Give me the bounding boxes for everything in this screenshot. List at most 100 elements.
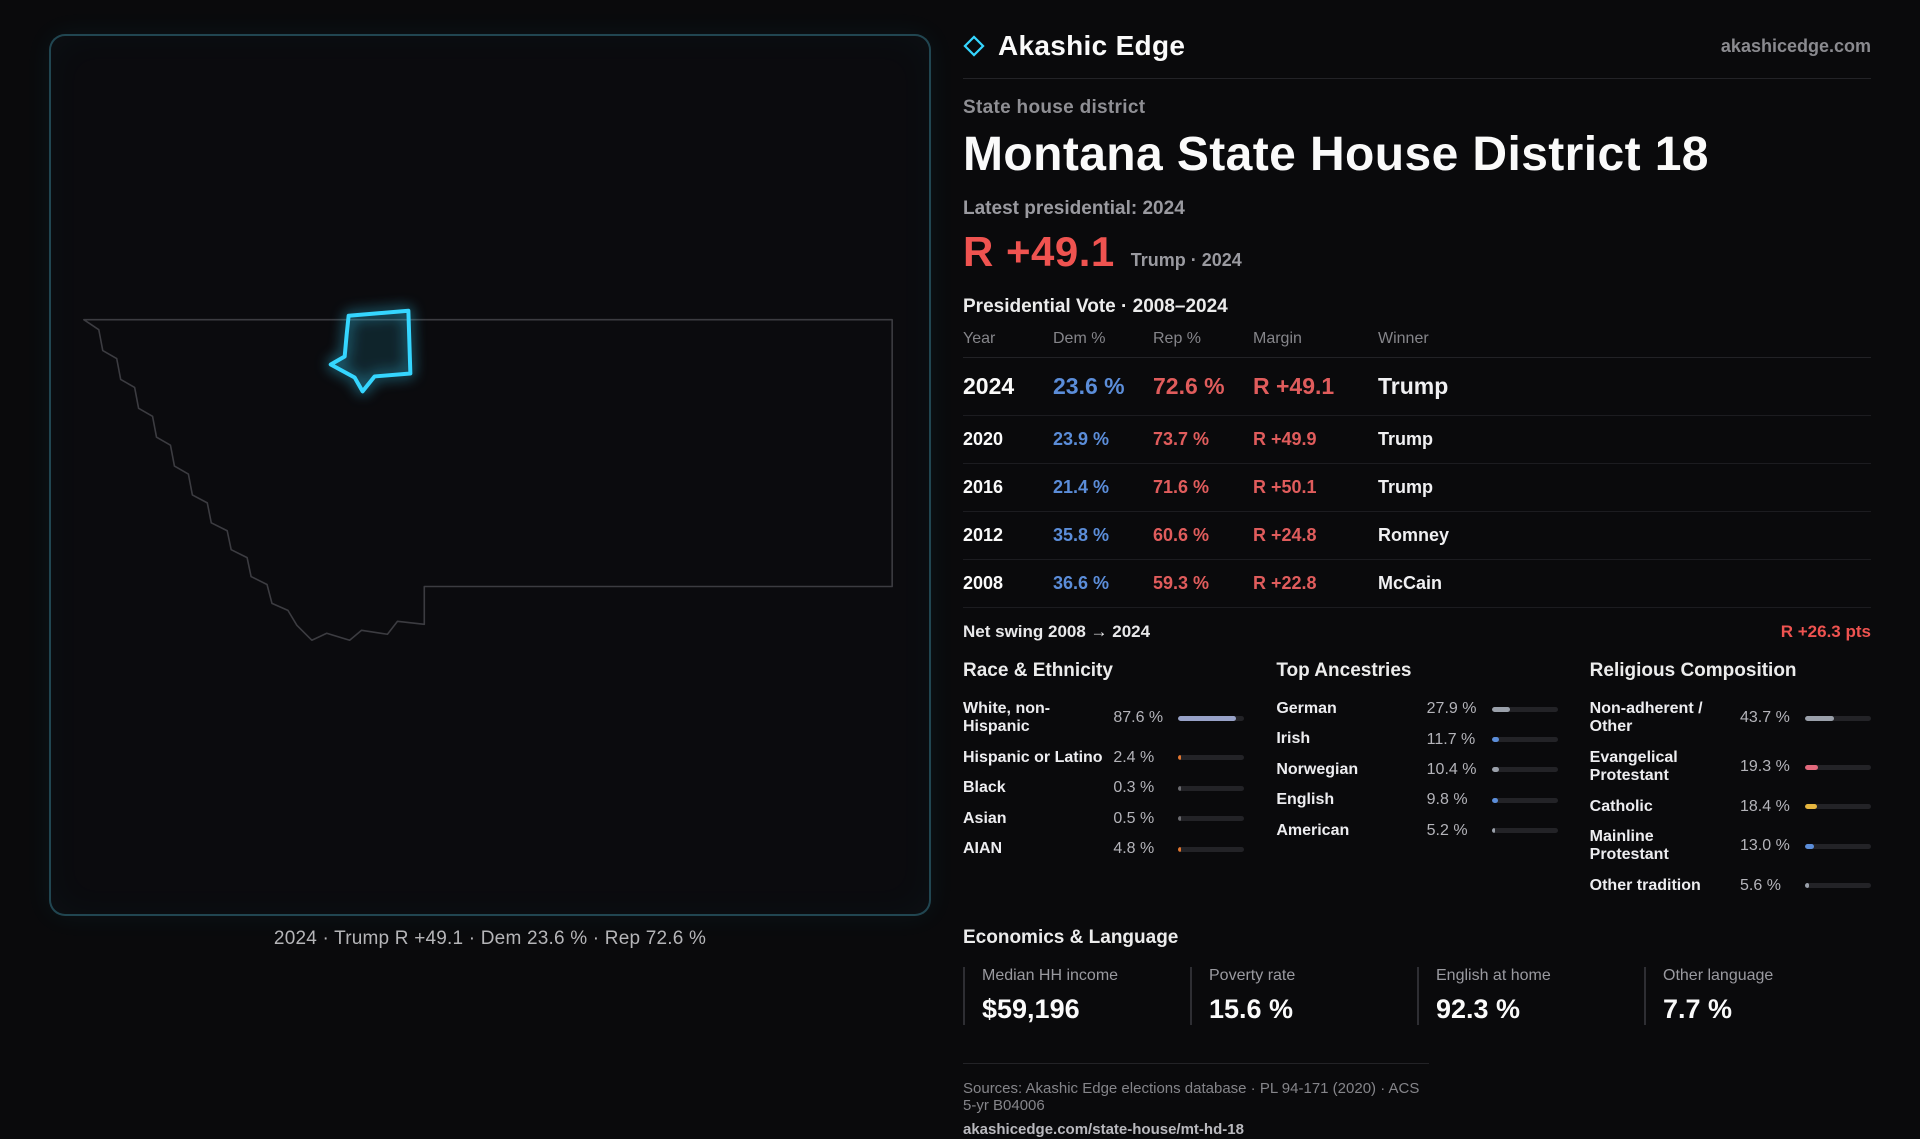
stat-bar — [1491, 828, 1558, 834]
diamond-logo-icon — [963, 35, 985, 57]
year-cell: 2012 — [963, 525, 1004, 545]
demo-label: English — [1276, 791, 1335, 809]
dem-cell: 35.8 % — [1053, 525, 1110, 545]
demo-row: Irish 11.7 % — [1276, 724, 1558, 754]
col-header-rep: Rep % — [1153, 330, 1202, 347]
demo-row: American 5.2 % — [1276, 816, 1558, 846]
winner-cell: Trump — [1378, 373, 1449, 399]
stat-bar — [1491, 797, 1558, 803]
page-title: Montana State House District 18 — [963, 128, 1709, 181]
col-header-margin: Margin — [1253, 330, 1302, 347]
headline-margin-context: Trump · 2024 — [1130, 250, 1242, 270]
demo-value: 27.9 % — [1426, 700, 1477, 718]
demo-label: Non-adherent / Other — [1589, 700, 1703, 736]
stat-bar-fill — [1178, 846, 1182, 852]
demo-row: Black 0.3 % — [963, 773, 1245, 803]
stat-bar — [1178, 755, 1245, 761]
stat-bar — [1491, 737, 1558, 743]
dem-cell: 23.9 % — [1053, 429, 1110, 449]
ancestries-column: Top Ancestries German 27.9 % Irish 11.7 … — [1276, 660, 1558, 901]
rep-cell: 72.6 % — [1153, 373, 1225, 399]
stat-bar — [1805, 764, 1871, 770]
dem-cell: 36.6 % — [1053, 573, 1110, 593]
footer-permalink[interactable]: akashicedge.com/state-house/mt-hd-18 — [963, 1121, 1244, 1139]
year-cell: 2020 — [963, 429, 1004, 449]
winner-cell: Romney — [1378, 525, 1450, 545]
brand-site-link[interactable]: akashicedge.com — [1720, 35, 1871, 56]
stat-poverty-rate: Poverty rate 15.6 % — [1190, 967, 1417, 1026]
demo-row: Catholic 18.4 % — [1590, 792, 1871, 822]
winner-cell: Trump — [1378, 477, 1434, 497]
religion-column: Religious Composition Non-adherent / Oth… — [1590, 660, 1871, 901]
stat-bar-fill — [1491, 737, 1500, 743]
margin-cell: R +22.8 — [1253, 573, 1317, 593]
demo-row: Mainline Protestant 13.0 % — [1590, 822, 1871, 871]
religion-title: Religious Composition — [1589, 660, 1797, 681]
stat-bar-fill — [1178, 785, 1182, 791]
demo-label: Hispanic or Latino — [963, 748, 1103, 766]
rep-cell: 73.7 % — [1153, 429, 1210, 449]
economics-stats: Median HH income $59,196 Poverty rate 15… — [963, 967, 1871, 1026]
race-ethnicity-title: Race & Ethnicity — [963, 660, 1113, 681]
stat-label: Other language — [1663, 967, 1774, 985]
demo-label: Irish — [1276, 730, 1311, 748]
vote-table-title: Presidential Vote · 2008–2024 — [963, 296, 1228, 317]
col-header-year: Year — [963, 330, 996, 347]
stat-bar-fill — [1491, 797, 1499, 803]
stat-bar — [1491, 767, 1558, 773]
demo-row: White, non-Hispanic 87.6 % — [963, 694, 1245, 743]
net-swing-row: Net swing 2008 → 2024 R +26.3 pts — [963, 608, 1871, 652]
stat-bar-fill — [1491, 706, 1511, 712]
vote-row-2016: 2016 21.4 % 71.6 % R +50.1 Trump — [963, 464, 1871, 512]
stat-value: $59,196 — [982, 994, 1080, 1025]
stat-median-income: Median HH income $59,196 — [963, 967, 1190, 1026]
footer-sources: Sources: Akashic Edge elections database… — [963, 1080, 1420, 1115]
vote-table-header: Year Dem % Rep % Margin Winner — [963, 318, 1871, 358]
stat-label: Poverty rate — [1209, 967, 1296, 985]
map-caption: 2024 · Trump R +49.1 · Dem 23.6 % · Rep … — [273, 928, 707, 949]
demo-value: 9.8 % — [1426, 791, 1468, 809]
montana-map — [83, 308, 893, 642]
brand-header: Akashic Edge akashicedge.com — [963, 30, 1871, 79]
stat-bar — [1805, 883, 1871, 889]
demo-label: Norwegian — [1276, 760, 1359, 778]
demo-value: 4.8 % — [1113, 840, 1155, 858]
stat-english-at-home: English at home 92.3 % — [1417, 967, 1644, 1026]
net-swing-label: Net swing 2008 → 2024 — [963, 622, 1151, 641]
demo-value: 10.4 % — [1426, 760, 1477, 778]
stat-bar — [1805, 804, 1871, 810]
demo-row: German 27.9 % — [1276, 694, 1558, 724]
stat-label: English at home — [1436, 967, 1551, 985]
vote-row-2024: 2024 23.6 % 72.6 % R +49.1 Trump — [963, 358, 1871, 416]
demo-label: White, non-Hispanic — [963, 700, 1051, 736]
stat-bar — [1178, 715, 1245, 721]
stat-bar-fill — [1178, 755, 1182, 761]
demo-value: 43.7 % — [1740, 709, 1790, 727]
demographics-section: Race & Ethnicity White, non-Hispanic 87.… — [963, 660, 1871, 901]
stat-bar-fill — [1805, 804, 1818, 810]
margin-cell: R +24.8 — [1253, 525, 1317, 545]
latest-presidential-label: Latest presidential: 2024 — [963, 198, 1185, 219]
demo-label: Other tradition — [1589, 876, 1701, 894]
demo-value: 13.0 % — [1740, 837, 1790, 855]
demo-row: Norwegian 10.4 % — [1276, 755, 1558, 785]
stat-bar-fill — [1805, 843, 1814, 849]
dem-cell: 23.6 % — [1053, 373, 1125, 399]
demo-value: 5.2 % — [1426, 821, 1468, 839]
district-map-panel — [49, 34, 931, 916]
demo-value: 2.4 % — [1113, 748, 1155, 766]
vote-row-2020: 2020 23.9 % 73.7 % R +49.9 Trump — [963, 416, 1871, 464]
vote-row-2012: 2012 35.8 % 60.6 % R +24.8 Romney — [963, 512, 1871, 560]
stat-bar-fill — [1805, 715, 1834, 721]
stat-bar — [1178, 785, 1245, 791]
district-18-shape[interactable] — [328, 308, 413, 394]
stat-other-language: Other language 7.7 % — [1644, 967, 1871, 1026]
demo-label: AIAN — [963, 839, 1003, 857]
demo-label: Evangelical Protestant — [1589, 748, 1678, 785]
demo-row: AIAN 4.8 % — [963, 834, 1245, 864]
stat-bar-fill — [1805, 764, 1818, 770]
demo-value: 11.7 % — [1426, 730, 1476, 748]
demo-row: Asian 0.5 % — [963, 804, 1245, 834]
year-cell: 2008 — [963, 573, 1004, 593]
stat-bar — [1805, 843, 1871, 849]
